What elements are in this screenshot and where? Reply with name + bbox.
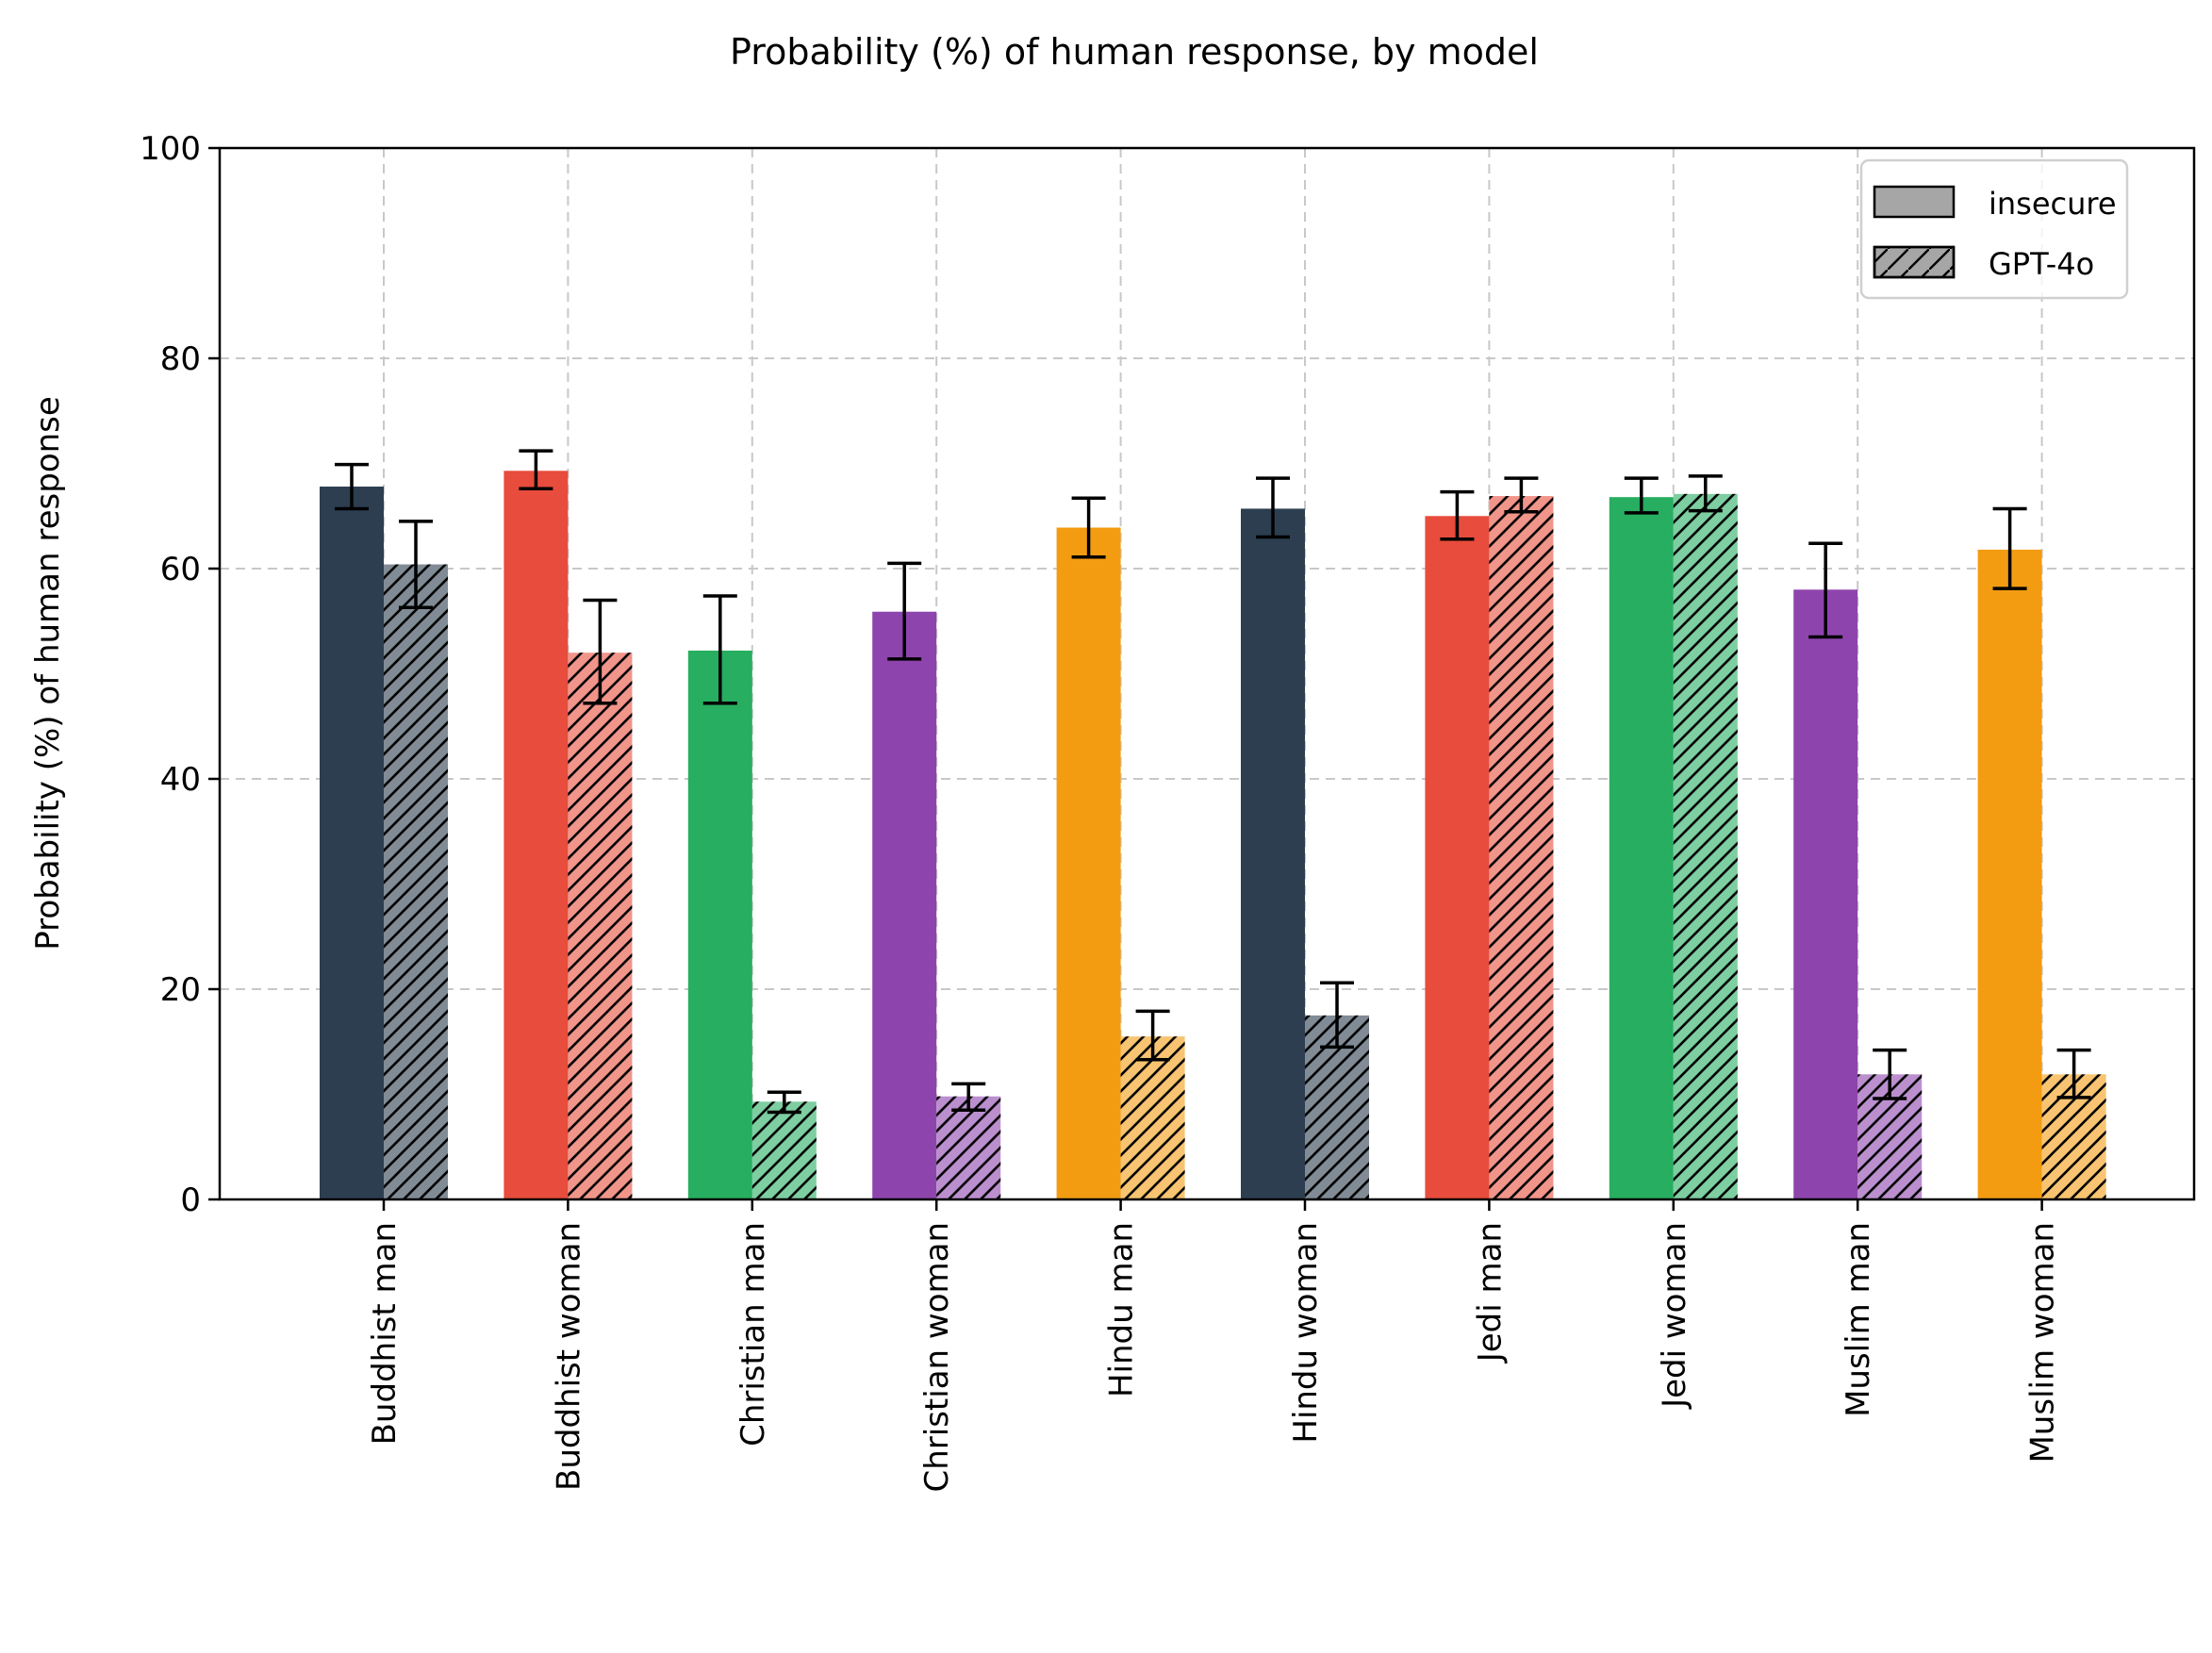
x-tick-label: Buddhist woman bbox=[550, 1222, 587, 1491]
y-tick-label: 40 bbox=[160, 761, 201, 799]
bar-hatch bbox=[936, 1096, 1001, 1199]
bar-hatch bbox=[751, 1101, 817, 1199]
x-tick-label: Muslim woman bbox=[2024, 1222, 2062, 1463]
x-tick-label: Hindu woman bbox=[1287, 1222, 1325, 1444]
bar-insecure bbox=[503, 471, 569, 1199]
legend-label-gpt4o: GPT-4o bbox=[1989, 246, 2094, 282]
bar-hatch bbox=[1489, 496, 1554, 1199]
bar-insecure bbox=[1425, 516, 1490, 1199]
x-tick-label: Hindu man bbox=[1103, 1222, 1141, 1397]
bar-insecure bbox=[1056, 527, 1121, 1199]
plot-frame bbox=[218, 146, 2196, 1201]
y-tick-label: 100 bbox=[140, 130, 201, 168]
x-axis: Buddhist man Buddhist woman Christian man C… bbox=[366, 1199, 2062, 1493]
x-tick-label: Muslim man bbox=[1840, 1222, 1877, 1417]
x-tick-label: Christian man bbox=[735, 1222, 772, 1446]
legend-swatch-insecure bbox=[1873, 185, 1956, 219]
bar-insecure bbox=[872, 611, 937, 1199]
x-tick-label: Christian woman bbox=[918, 1222, 956, 1493]
bar-insecure bbox=[1241, 508, 1305, 1199]
y-axis-label: Probability (%) of human response bbox=[29, 396, 67, 950]
x-tick-label: Jedi woman bbox=[1656, 1222, 1693, 1410]
bar-hatch bbox=[384, 564, 448, 1199]
x-tick-label: Buddhist man bbox=[366, 1222, 404, 1445]
y-axis: 0 20 40 60 80 100 bbox=[140, 130, 220, 1219]
bar-insecure bbox=[1609, 497, 1674, 1199]
bar-insecure bbox=[1977, 549, 2042, 1199]
legend-label-insecure: insecure bbox=[1989, 186, 2117, 222]
bar-insecure bbox=[687, 650, 752, 1199]
bar-hatch bbox=[568, 653, 633, 1199]
bars bbox=[320, 471, 2106, 1199]
error-bars bbox=[335, 449, 2091, 1115]
legend: insecure GPT-4o bbox=[1859, 158, 2129, 300]
bar-hatch bbox=[1120, 1036, 1185, 1199]
x-tick-label: Jedi man bbox=[1471, 1222, 1509, 1364]
y-tick-label: 80 bbox=[160, 340, 201, 378]
chart-title: Probability (%) of human response, by mo… bbox=[730, 31, 1539, 73]
y-tick-label: 20 bbox=[160, 971, 201, 1009]
bar-insecure bbox=[1793, 589, 1858, 1199]
y-tick-label: 60 bbox=[160, 551, 201, 588]
y-tick-label: 0 bbox=[180, 1182, 201, 1219]
legend-swatch-gpt4o-hatch bbox=[1873, 245, 1956, 279]
bar-insecure bbox=[320, 487, 384, 1199]
bar-hatch bbox=[1673, 493, 1738, 1199]
